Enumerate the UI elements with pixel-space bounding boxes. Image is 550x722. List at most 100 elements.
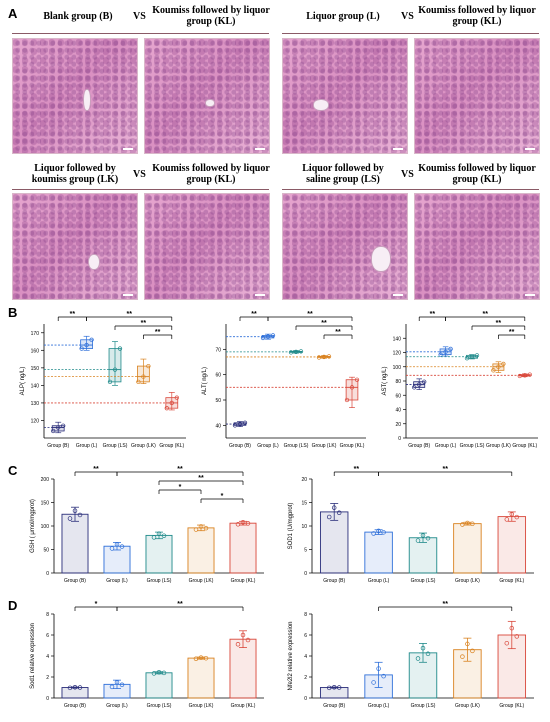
y-tick-label: 140 — [31, 383, 40, 389]
significance-marker: ** — [177, 601, 183, 608]
data-point — [517, 373, 522, 379]
y-axis-label: AST( ng/L) — [382, 366, 388, 395]
data-point — [146, 363, 151, 369]
y-tick-label: 130 — [31, 401, 40, 407]
data-point — [288, 350, 294, 355]
significance-marker: * — [95, 601, 98, 608]
data-point — [161, 533, 167, 538]
data-point — [237, 421, 243, 427]
data-point — [460, 654, 465, 659]
data-point — [470, 521, 475, 527]
y-tick-label: 140 — [393, 336, 402, 342]
data-point — [67, 685, 73, 691]
histology-image-liquor — [282, 38, 408, 154]
x-tick-label: Group (LK) — [312, 443, 337, 449]
data-point — [425, 651, 431, 657]
chart-alt: 40 50 60 70 ALT( ng/L) Group (B) Group (L) Grou… — [202, 311, 366, 449]
y-axis-label: GSH ( μmol/mgprot) — [30, 499, 36, 553]
data-point — [509, 625, 515, 631]
x-tick-label: Group (KL) — [159, 443, 184, 449]
y-tick-label: 6 — [46, 633, 49, 639]
data-point — [504, 517, 510, 522]
data-point — [265, 334, 271, 339]
data-point — [119, 544, 125, 549]
data-point — [51, 428, 56, 434]
y-tick-label: 2 — [304, 675, 307, 681]
divider-line — [12, 189, 269, 190]
x-tick-label: Group (LS) — [411, 703, 436, 709]
data-point — [522, 373, 527, 378]
chart-alp: 120 130 140 150 160 170 ALP( ng/L) Group (B) Gro… — [20, 311, 186, 449]
y-tick-label: 160 — [31, 348, 40, 354]
data-point — [260, 335, 266, 341]
panel-label-c: C — [8, 463, 18, 478]
x-tick-label: Group (KL) — [231, 578, 256, 584]
data-point — [349, 385, 355, 390]
data-point — [420, 645, 426, 651]
data-point — [174, 395, 179, 400]
box — [108, 348, 122, 383]
vs-label: VS — [133, 169, 146, 180]
data-point — [321, 354, 327, 360]
data-point — [336, 510, 342, 515]
x-tick-label: Group (KL) — [340, 443, 365, 449]
bar — [453, 523, 482, 574]
caption-kl-group: Koumiss followed by liquor group (KL) — [152, 5, 270, 27]
significance-marker: ** — [155, 329, 161, 336]
x-tick-label: Group (KL) — [512, 443, 537, 449]
data-point — [417, 382, 422, 387]
data-point — [198, 655, 204, 660]
x-tick-label: Group (L) — [368, 703, 390, 709]
caption-kl-group: Koumiss followed by liquor group (KL) — [418, 163, 536, 185]
data-point — [112, 367, 118, 372]
x-tick-label: Group (L) — [76, 443, 98, 449]
y-tick-label: 50 — [43, 548, 49, 554]
data-point — [470, 648, 475, 654]
y-tick-label: 100 — [41, 524, 50, 530]
y-axis-label: ALP( ng/L) — [20, 367, 26, 396]
data-point — [504, 640, 510, 646]
data-point — [119, 682, 125, 688]
data-point — [245, 521, 251, 526]
bar — [187, 657, 215, 699]
data-point — [326, 354, 332, 359]
data-point — [232, 423, 238, 428]
data-point — [336, 685, 342, 690]
data-point — [109, 546, 115, 551]
x-tick-label: Group (LK) — [131, 443, 156, 449]
data-point — [465, 520, 470, 526]
data-point — [326, 514, 332, 520]
y-tick-label: 10 — [301, 524, 307, 530]
histology-image-kl — [414, 193, 540, 300]
x-tick-label: Group (L) — [257, 443, 279, 449]
data-point — [151, 535, 157, 540]
bar — [319, 511, 349, 574]
data-point — [156, 670, 162, 675]
y-tick-label: 120 — [31, 418, 40, 424]
data-point — [89, 337, 94, 342]
x-tick-label: Group (B) — [323, 703, 345, 709]
x-tick-label: Group (LK) — [189, 703, 214, 709]
significance-marker: ** — [141, 320, 147, 327]
significance-marker: ** — [496, 320, 502, 327]
x-tick-label: Group (L) — [106, 703, 128, 709]
data-point — [496, 364, 501, 369]
data-point — [415, 538, 421, 543]
box — [80, 339, 93, 349]
y-tick-label: 0 — [304, 571, 307, 577]
data-point — [109, 684, 115, 690]
histology-image-lk — [12, 193, 138, 300]
data-point — [136, 379, 141, 385]
y-tick-label: 60 — [395, 393, 401, 399]
data-point — [270, 333, 276, 338]
data-point — [141, 374, 146, 379]
significance-marker: ** — [442, 601, 448, 608]
significance-marker: ** — [177, 466, 183, 473]
data-point — [193, 527, 199, 532]
x-tick-label: Group (KL) — [231, 703, 256, 709]
y-tick-label: 8 — [46, 612, 49, 618]
bar — [145, 534, 173, 574]
y-tick-label: 5 — [304, 548, 307, 554]
caption-kl-group: Koumiss followed by liquor group (KL) — [418, 5, 536, 27]
bar — [61, 513, 89, 574]
